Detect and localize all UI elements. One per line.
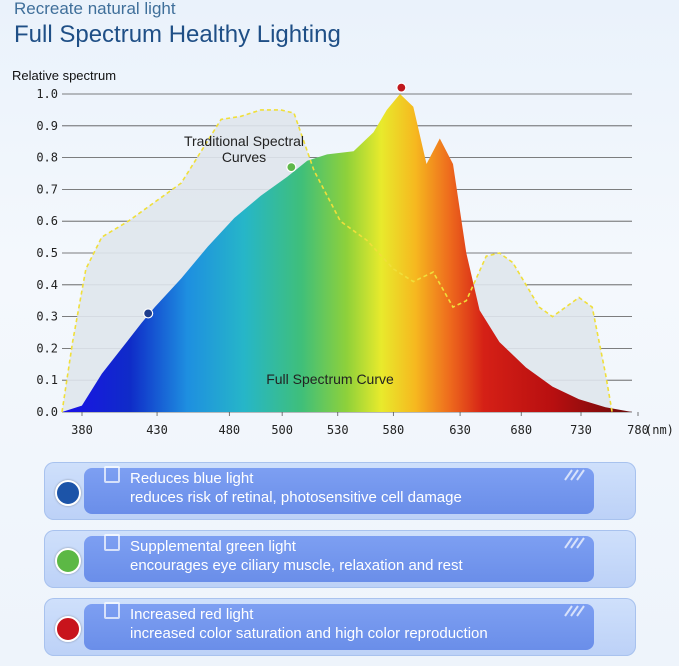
green-dot-icon [55,548,81,574]
y-tick-label: 0.8 [36,151,58,165]
header-subtitle: Recreate natural light [14,0,176,18]
y-tick-label: 0.7 [36,182,58,196]
feature-title: Supplemental green light [130,538,296,555]
spectrum-chart: Relative spectrum 0.00.10.20.30.40.50.60… [12,68,674,437]
chart-marker-dot [286,162,297,173]
clip-icon [104,602,120,619]
traditional-curve-label-line1: Traditional Spectral [184,133,304,149]
red-dot-icon [55,616,81,642]
y-tick-label: 0.0 [36,405,58,419]
feature-list: Reduces blue light reduces risk of retin… [44,462,636,666]
blue-dot-icon [55,480,81,506]
link-icon [564,605,585,617]
y-tick-label: 1.0 [36,87,58,101]
clip-icon [104,534,120,551]
x-tick-label: 680 [510,423,532,437]
y-tick-label: 0.4 [36,278,58,292]
y-tick-label: 0.2 [36,341,58,355]
x-tick-label: 380 [71,423,93,437]
chart-marker-dot [143,308,154,319]
feature-card-blue: Reduces blue light reduces risk of retin… [44,462,636,520]
chart-marker-dot [396,82,407,93]
feature-card-red: Increased red light increased color satu… [44,598,636,656]
feature-title: Increased red light [130,606,254,623]
feature-card-green: Supplemental green light encourages eye … [44,530,636,588]
feature-text: reduces risk of retinal, photosensitive … [130,489,462,506]
link-icon [564,537,585,549]
x-tick-label: 480 [218,423,240,437]
x-ticks: 380 430 480 500 530 580 630 680 730 780 [71,412,649,437]
x-tick-label: 780 [627,423,649,437]
x-tick-label: 730 [570,423,592,437]
y-tick-label: 0.6 [36,214,58,228]
y-tick-label: 0.3 [36,310,58,324]
y-axis-label: Relative spectrum [12,68,116,83]
clip-icon [104,466,120,483]
x-tick-label: 580 [383,423,405,437]
header-title: Full Spectrum Healthy Lighting [14,21,341,48]
feature-card-panel [84,468,594,514]
full-spectrum-area [62,94,632,412]
traditional-curve-line [61,109,613,413]
y-tick-label: 0.1 [36,373,58,387]
chart-markers [143,82,407,319]
x-tick-label: 500 [271,423,293,437]
x-tick-label: 630 [449,423,471,437]
y-ticks: 0.0 0.1 0.2 0.3 0.4 0.5 0.6 0.7 0.8 0.9 1.0 [36,87,58,419]
feature-text: increased color saturation and high colo… [130,625,488,642]
link-icon [564,469,585,481]
x-unit-label: (nm) [645,423,674,437]
y-tick-label: 0.5 [36,246,58,260]
y-tick-label: 0.9 [36,119,58,133]
full-spectrum-curve-label: Full Spectrum Curve [266,371,394,387]
x-tick-label: 530 [327,423,349,437]
feature-title: Reduces blue light [130,470,254,487]
x-tick-label: 430 [146,423,168,437]
feature-card-panel [84,604,594,650]
traditional-curve-label-line2: Curves [222,149,266,165]
feature-card-panel [84,536,594,582]
feature-text: encourages eye ciliary muscle, relaxatio… [130,557,463,574]
